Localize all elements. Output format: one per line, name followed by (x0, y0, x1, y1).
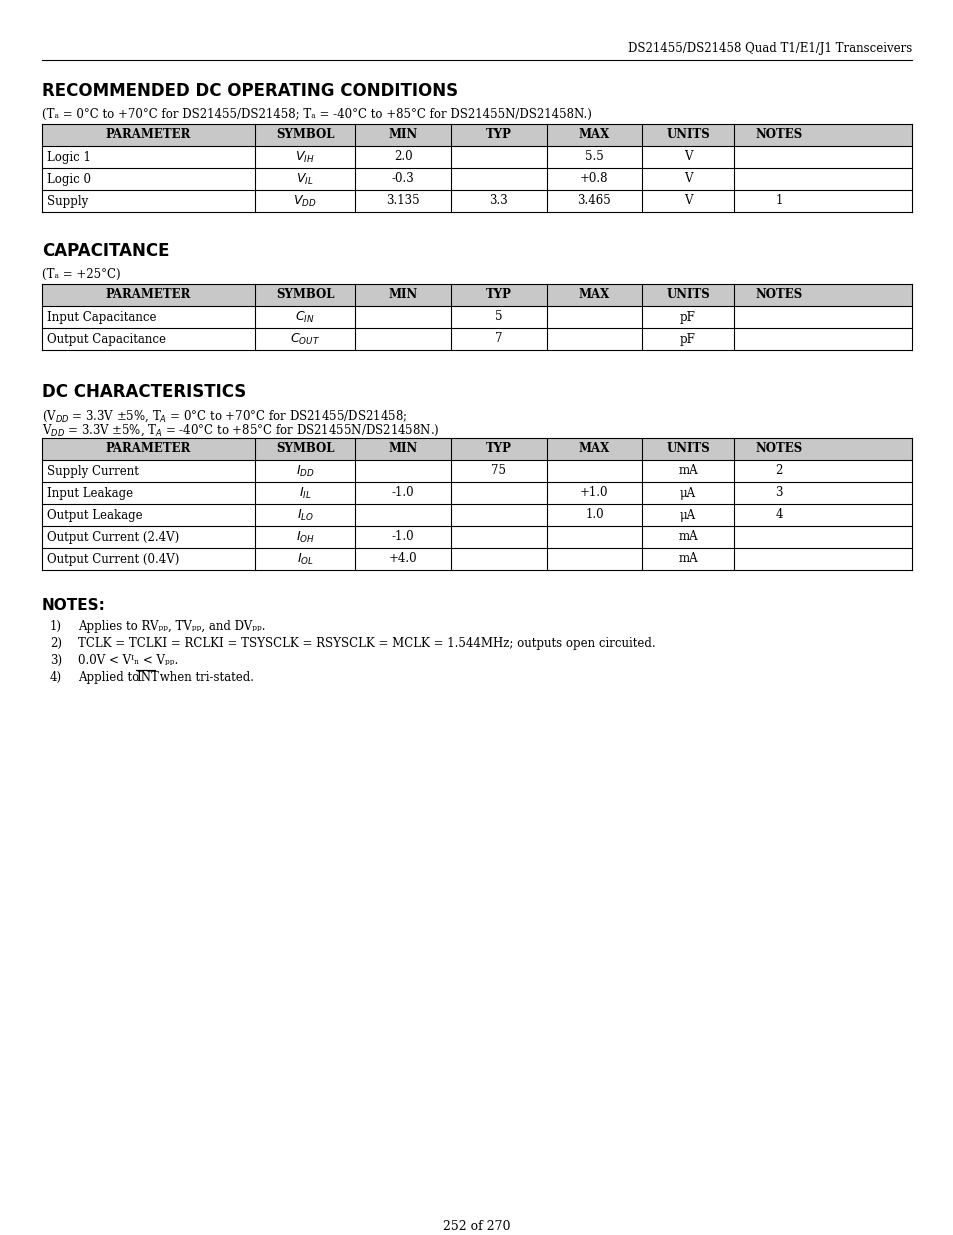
Text: (Tₐ = 0°C to +70°C for DS21455/DS21458; Tₐ = -40°C to +85°C for DS21455N/DS21458: (Tₐ = 0°C to +70°C for DS21455/DS21458; … (42, 107, 591, 121)
Text: 3.3: 3.3 (489, 194, 508, 207)
Bar (42, 284, 911, 306)
Text: $V_{DD}$: $V_{DD}$ (294, 194, 316, 209)
Text: Output Capacitance: Output Capacitance (47, 332, 166, 346)
Text: Logic 1: Logic 1 (47, 151, 91, 163)
Text: +1.0: +1.0 (579, 487, 608, 499)
Text: $I_{DD}$: $I_{DD}$ (295, 463, 314, 478)
Text: DC CHARACTERISTICS: DC CHARACTERISTICS (42, 383, 246, 401)
Text: NOTES: NOTES (755, 128, 802, 142)
Text: $C_{IN}$: $C_{IN}$ (295, 310, 314, 325)
Text: pF: pF (679, 332, 695, 346)
Text: Output Current (2.4V): Output Current (2.4V) (47, 531, 179, 543)
Text: MAX: MAX (578, 442, 609, 456)
Text: μA: μA (679, 509, 696, 521)
Text: 4: 4 (775, 509, 782, 521)
Text: (V$_{DD}$ = 3.3V ±5%, T$_A$ = 0°C to +70°C for DS21455/DS21458;: (V$_{DD}$ = 3.3V ±5%, T$_A$ = 0°C to +70… (42, 409, 407, 425)
Text: μA: μA (679, 487, 696, 499)
Text: 4): 4) (50, 671, 62, 684)
Text: 7: 7 (495, 332, 502, 346)
Text: MAX: MAX (578, 128, 609, 142)
Text: $V_{IL}$: $V_{IL}$ (296, 172, 314, 186)
Bar (42, 438, 911, 459)
Text: Supply Current: Supply Current (47, 464, 139, 478)
Text: 252 of 270: 252 of 270 (443, 1220, 510, 1233)
Text: NOTES: NOTES (755, 442, 802, 456)
Text: TYP: TYP (485, 289, 511, 301)
Text: $I_{IL}$: $I_{IL}$ (298, 485, 311, 500)
Text: MAX: MAX (578, 289, 609, 301)
Text: TCLK = TCLKI = RCLKI = TSYSCLK = RSYSCLK = MCLK = 1.544MHz; outputs open circuit: TCLK = TCLKI = RCLKI = TSYSCLK = RSYSCLK… (78, 637, 655, 650)
Text: DS21455/DS21458 Quad T1/E1/J1 Transceivers: DS21455/DS21458 Quad T1/E1/J1 Transceive… (627, 42, 911, 56)
Text: INT: INT (136, 671, 159, 684)
Text: PARAMETER: PARAMETER (106, 442, 191, 456)
Text: 3.465: 3.465 (577, 194, 611, 207)
Text: RECOMMENDED DC OPERATING CONDITIONS: RECOMMENDED DC OPERATING CONDITIONS (42, 82, 457, 100)
Text: V$_{DD}$ = 3.3V ±5%, T$_A$ = -40°C to +85°C for DS21455N/DS21458N.): V$_{DD}$ = 3.3V ±5%, T$_A$ = -40°C to +8… (42, 424, 439, 438)
Text: V: V (683, 173, 692, 185)
Text: 3): 3) (50, 655, 62, 667)
Text: MIN: MIN (388, 442, 417, 456)
Text: TYP: TYP (485, 128, 511, 142)
Text: 2: 2 (775, 464, 782, 478)
Text: UNITS: UNITS (665, 442, 709, 456)
Text: +0.8: +0.8 (579, 173, 608, 185)
Text: 1): 1) (50, 620, 62, 634)
Text: (Tₐ = +25°C): (Tₐ = +25°C) (42, 268, 120, 282)
Text: CAPACITANCE: CAPACITANCE (42, 242, 170, 261)
Text: 5.5: 5.5 (584, 151, 603, 163)
Text: 1.0: 1.0 (584, 509, 603, 521)
Text: 0.0V < Vᴵₙ < Vₚₚ.: 0.0V < Vᴵₙ < Vₚₚ. (78, 655, 178, 667)
Text: $I_{OL}$: $I_{OL}$ (296, 552, 314, 567)
Text: $C_{OUT}$: $C_{OUT}$ (290, 331, 320, 347)
Text: NOTES:: NOTES: (42, 598, 106, 613)
Text: when tri-stated.: when tri-stated. (156, 671, 253, 684)
Text: SYMBOL: SYMBOL (275, 442, 335, 456)
Bar (42, 124, 911, 146)
Text: TYP: TYP (485, 442, 511, 456)
Text: MIN: MIN (388, 289, 417, 301)
Text: Applies to RVₚₚ, TVₚₚ, and DVₚₚ.: Applies to RVₚₚ, TVₚₚ, and DVₚₚ. (78, 620, 265, 634)
Text: 3.135: 3.135 (386, 194, 419, 207)
Text: V: V (683, 194, 692, 207)
Text: mA: mA (678, 552, 697, 566)
Text: Output Current (0.4V): Output Current (0.4V) (47, 552, 179, 566)
Text: -1.0: -1.0 (392, 531, 414, 543)
Text: Applied to: Applied to (78, 671, 143, 684)
Text: Input Leakage: Input Leakage (47, 487, 133, 499)
Text: Supply: Supply (47, 194, 89, 207)
Text: $I_{LO}$: $I_{LO}$ (296, 508, 314, 522)
Text: +4.0: +4.0 (388, 552, 416, 566)
Text: mA: mA (678, 531, 697, 543)
Text: mA: mA (678, 464, 697, 478)
Text: PARAMETER: PARAMETER (106, 128, 191, 142)
Text: SYMBOL: SYMBOL (275, 289, 335, 301)
Text: PARAMETER: PARAMETER (106, 289, 191, 301)
Text: $V_{IH}$: $V_{IH}$ (295, 149, 314, 164)
Text: Input Capacitance: Input Capacitance (47, 310, 156, 324)
Text: SYMBOL: SYMBOL (275, 128, 335, 142)
Text: MIN: MIN (388, 128, 417, 142)
Text: NOTES: NOTES (755, 289, 802, 301)
Text: pF: pF (679, 310, 695, 324)
Text: Logic 0: Logic 0 (47, 173, 91, 185)
Text: 3: 3 (775, 487, 782, 499)
Text: -1.0: -1.0 (392, 487, 414, 499)
Text: -0.3: -0.3 (392, 173, 414, 185)
Text: 75: 75 (491, 464, 506, 478)
Text: 5: 5 (495, 310, 502, 324)
Text: UNITS: UNITS (665, 289, 709, 301)
Text: $I_{OH}$: $I_{OH}$ (295, 530, 314, 545)
Text: Output Leakage: Output Leakage (47, 509, 143, 521)
Text: 1: 1 (775, 194, 782, 207)
Text: UNITS: UNITS (665, 128, 709, 142)
Text: V: V (683, 151, 692, 163)
Text: 2): 2) (50, 637, 62, 650)
Text: 2.0: 2.0 (394, 151, 412, 163)
